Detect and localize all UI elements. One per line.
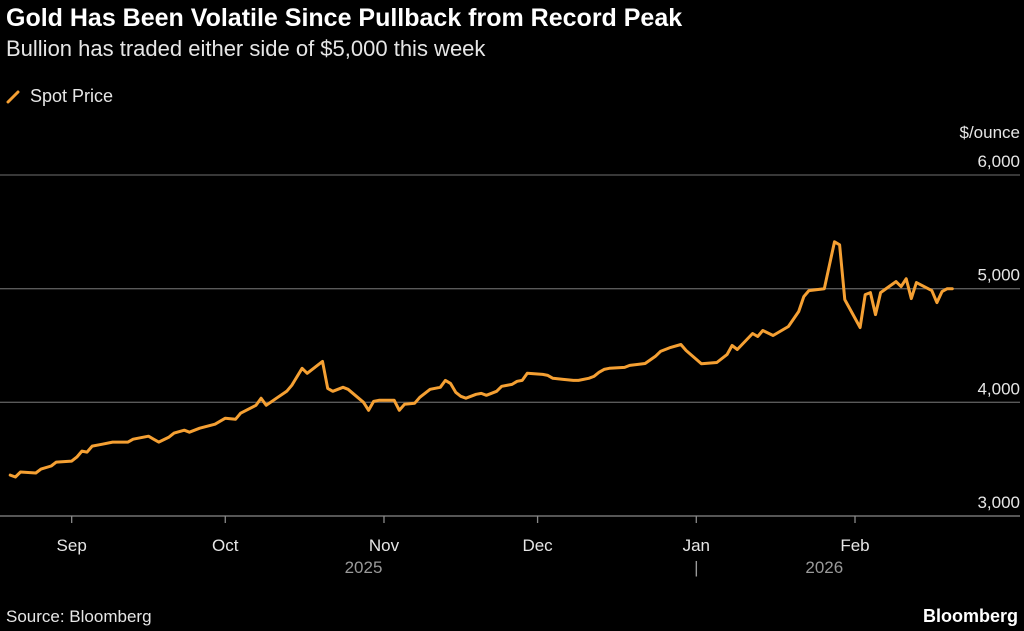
x-tick-label: Nov [369, 536, 400, 555]
x-tick-label: Dec [522, 536, 553, 555]
year-label: 2026 [805, 558, 843, 577]
y-axis-unit: $/ounce [959, 123, 1021, 142]
x-tick-label: Feb [840, 536, 869, 555]
legend-label: Spot Price [30, 86, 114, 106]
x-tick-label: Jan [683, 536, 710, 555]
legend: Spot Price [6, 86, 113, 107]
legend-line-icon [6, 90, 20, 103]
chart-title: Gold Has Been Volatile Since Pullback fr… [6, 4, 683, 32]
x-tick-label: Oct [212, 536, 239, 555]
y-tick-label: 3,000 [977, 493, 1020, 512]
year-label: 2025 [345, 558, 383, 577]
y-tick-label: 5,000 [977, 266, 1020, 285]
x-tick-label: Sep [57, 536, 87, 555]
chart-subtitle: Bullion has traded either side of $5,000… [6, 36, 486, 61]
source-note: Source: Bloomberg [6, 607, 152, 626]
y-tick-label: 6,000 [977, 152, 1020, 171]
year-separator: | [694, 558, 698, 577]
bloomberg-logo: Bloomberg [922, 606, 1018, 626]
series-line-spot-price [8, 240, 954, 479]
y-tick-label: 4,000 [977, 379, 1020, 398]
